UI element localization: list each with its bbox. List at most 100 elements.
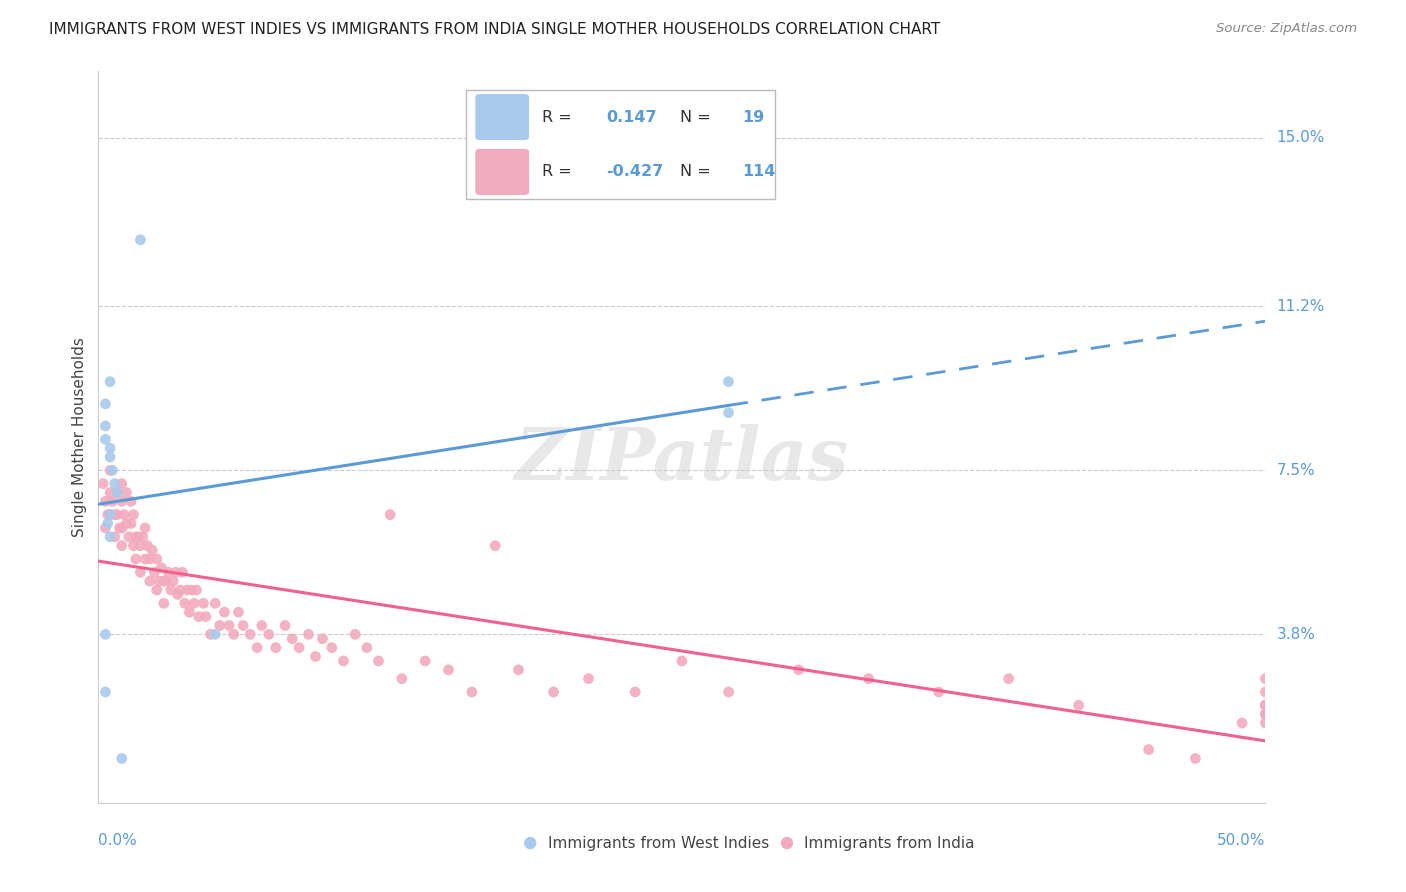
Point xyxy=(157,566,180,580)
Point xyxy=(288,640,311,655)
Point xyxy=(104,530,127,544)
Point xyxy=(344,627,367,641)
Point xyxy=(98,530,121,544)
Point xyxy=(91,476,114,491)
Y-axis label: Single Mother Households: Single Mother Households xyxy=(72,337,87,537)
Point xyxy=(218,618,240,632)
Point xyxy=(717,375,740,389)
Point xyxy=(101,463,124,477)
Point xyxy=(112,508,135,522)
Point xyxy=(101,494,124,508)
Point xyxy=(146,582,169,597)
Point xyxy=(928,685,950,699)
Text: Source: ZipAtlas.com: Source: ZipAtlas.com xyxy=(1216,22,1357,36)
Point xyxy=(1254,698,1277,713)
Text: 50.0%: 50.0% xyxy=(1218,833,1265,848)
Point xyxy=(484,539,506,553)
FancyBboxPatch shape xyxy=(465,90,775,200)
Point xyxy=(122,539,145,553)
Point xyxy=(214,605,236,619)
Point xyxy=(246,640,269,655)
Text: 11.2%: 11.2% xyxy=(1277,299,1324,314)
Point xyxy=(136,539,159,553)
Point xyxy=(1254,698,1277,713)
Text: 19: 19 xyxy=(742,110,765,125)
Point xyxy=(120,494,142,508)
Point xyxy=(1254,672,1277,686)
Point xyxy=(297,627,319,641)
Text: N =: N = xyxy=(679,110,710,125)
Point xyxy=(143,566,166,580)
Point xyxy=(122,508,145,522)
Point xyxy=(391,672,413,686)
Point xyxy=(787,663,810,677)
Point xyxy=(104,476,127,491)
Point xyxy=(98,450,121,464)
Point xyxy=(118,530,141,544)
Point xyxy=(94,432,117,446)
Text: 15.0%: 15.0% xyxy=(1277,130,1324,145)
Point xyxy=(159,582,181,597)
Point xyxy=(179,605,201,619)
Point xyxy=(94,494,117,508)
Text: R =: R = xyxy=(541,110,572,125)
Text: ZIPatlas: ZIPatlas xyxy=(515,424,849,494)
Point xyxy=(111,751,134,765)
Point xyxy=(624,685,647,699)
Point xyxy=(332,654,354,668)
FancyBboxPatch shape xyxy=(475,149,529,195)
Point xyxy=(1254,707,1277,722)
Point xyxy=(97,508,120,522)
Text: 114: 114 xyxy=(742,164,776,179)
Point xyxy=(134,521,156,535)
Point xyxy=(187,609,209,624)
Point xyxy=(1254,716,1277,731)
Text: -0.427: -0.427 xyxy=(606,164,664,179)
Point xyxy=(105,485,128,500)
Point xyxy=(172,566,194,580)
FancyBboxPatch shape xyxy=(475,94,529,140)
Point xyxy=(98,485,121,500)
Point xyxy=(183,596,205,610)
Point xyxy=(97,516,120,531)
Text: Immigrants from West Indies: Immigrants from West Indies xyxy=(548,836,769,851)
Point xyxy=(176,582,198,597)
Point xyxy=(129,566,152,580)
Point xyxy=(1254,707,1277,722)
Point xyxy=(380,508,402,522)
Point xyxy=(543,685,565,699)
Point xyxy=(208,618,231,632)
Point xyxy=(94,521,117,535)
Point xyxy=(1230,716,1253,731)
Point xyxy=(166,587,188,601)
Point xyxy=(232,618,254,632)
Text: IMMIGRANTS FROM WEST INDIES VS IMMIGRANTS FROM INDIA SINGLE MOTHER HOUSEHOLDS CO: IMMIGRANTS FROM WEST INDIES VS IMMIGRANT… xyxy=(49,22,941,37)
Point xyxy=(204,596,226,610)
Point xyxy=(461,685,484,699)
Point xyxy=(1254,707,1277,722)
Point xyxy=(98,463,121,477)
Point xyxy=(120,516,142,531)
Point xyxy=(1254,698,1277,713)
Point xyxy=(250,618,273,632)
Text: N =: N = xyxy=(679,164,710,179)
Point xyxy=(508,663,530,677)
Point xyxy=(111,476,134,491)
Point xyxy=(1184,751,1206,765)
Point xyxy=(139,552,162,566)
Point xyxy=(141,543,163,558)
Point xyxy=(274,618,297,632)
Point xyxy=(150,561,173,575)
Point xyxy=(165,566,187,580)
Point xyxy=(104,508,127,522)
Point xyxy=(162,574,184,589)
Point xyxy=(356,640,378,655)
Point xyxy=(129,233,152,247)
Point xyxy=(98,441,121,455)
Point xyxy=(367,654,389,668)
Point xyxy=(1137,742,1160,756)
Point xyxy=(186,582,208,597)
Point xyxy=(239,627,262,641)
Point xyxy=(194,609,217,624)
Point xyxy=(105,508,128,522)
